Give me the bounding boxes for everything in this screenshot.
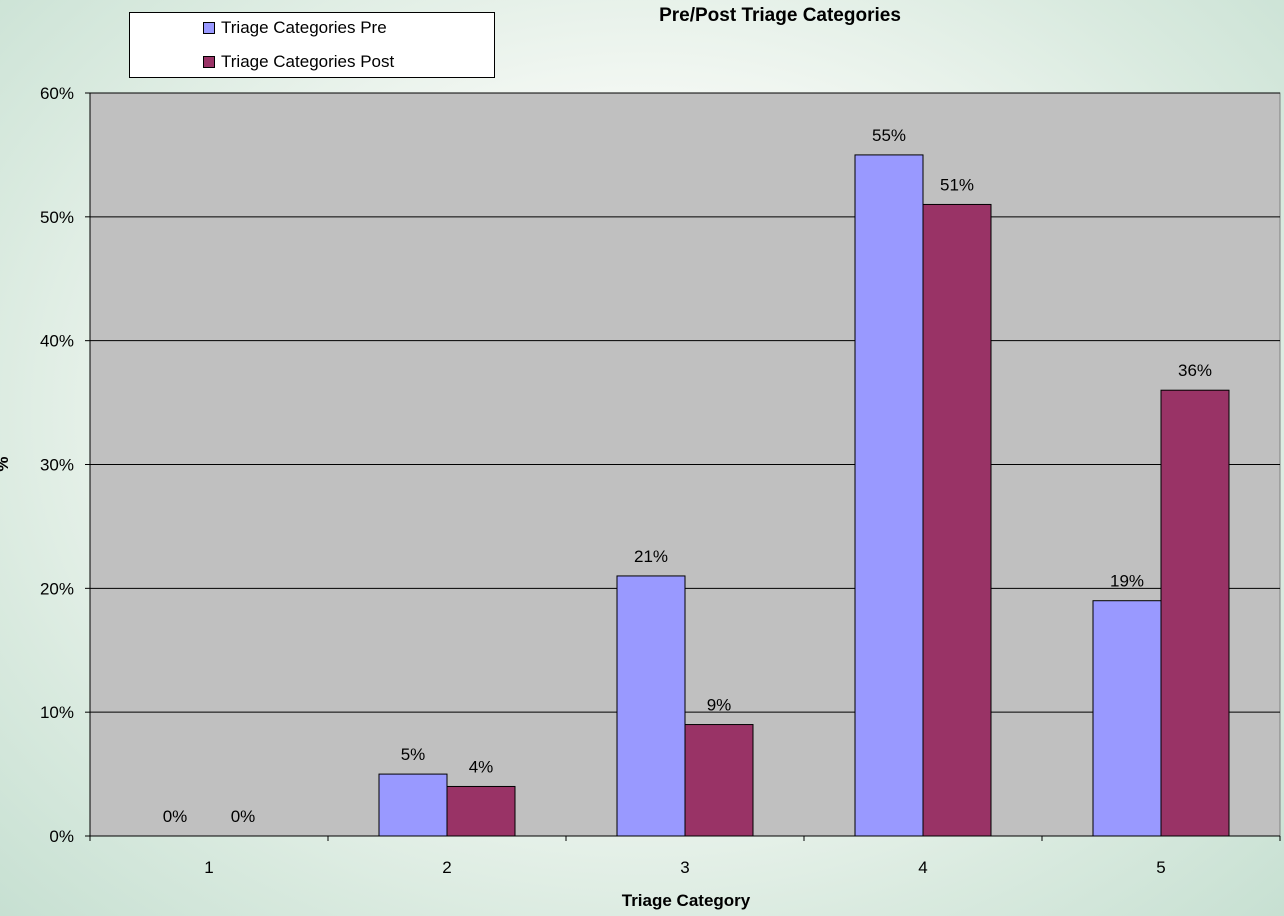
data-label-pre: 55% <box>872 126 906 145</box>
y-tick-label: 20% <box>40 579 74 598</box>
legend-label-pre: Triage Categories Pre <box>221 18 387 37</box>
legend-swatch-pre <box>203 22 215 34</box>
bar-pre <box>854 154 924 837</box>
legend-item-pre: Triage Categories Pre <box>203 18 387 37</box>
y-tick-label: 10% <box>40 703 74 722</box>
data-label-post: 36% <box>1178 361 1212 380</box>
x-tick-label: 2 <box>442 858 451 877</box>
gridlines <box>90 92 1280 713</box>
chart-legend: Triage Categories Pre Triage Categories … <box>129 12 495 78</box>
data-label-pre: 0% <box>163 807 188 826</box>
data-label-pre: 5% <box>401 745 426 764</box>
bar-pre <box>616 575 686 837</box>
data-label-post: 9% <box>707 696 732 715</box>
y-tick-label: 50% <box>40 208 74 227</box>
bar-data-labels: 0% 0% 5% 4% 21% 9% 55% 51% 19% 36% <box>163 126 1212 826</box>
legend-label-post: Triage Categories Post <box>221 52 395 71</box>
bar-post <box>1160 389 1230 837</box>
x-axis-label: Triage Category <box>622 891 751 910</box>
y-axis-label: % <box>0 456 12 471</box>
bar-pre <box>1092 600 1162 837</box>
bar-post <box>446 785 516 837</box>
y-tick-label: 0% <box>49 827 74 846</box>
x-tick-label: 5 <box>1156 858 1165 877</box>
x-axis-ticks: 1 2 3 4 5 <box>89 836 1281 877</box>
x-tick-label: 1 <box>204 858 213 877</box>
data-label-post: 4% <box>469 757 494 776</box>
x-tick-label: 3 <box>680 858 689 877</box>
x-tick-label: 4 <box>918 858 927 877</box>
chart-title: Pre/Post Triage Categories <box>659 5 901 26</box>
y-axis-ticks: 0% 10% 20% 30% 40% 50% 60% <box>40 84 90 846</box>
legend-swatch-post <box>203 56 215 68</box>
y-tick-label: 60% <box>40 84 74 103</box>
data-label-pre: 21% <box>634 547 668 566</box>
bar-post <box>684 724 754 837</box>
data-label-post: 51% <box>940 175 974 194</box>
bar-pre <box>378 773 448 837</box>
legend-item-post: Triage Categories Post <box>203 52 395 71</box>
data-label-pre: 19% <box>1110 572 1144 591</box>
data-label-post: 0% <box>231 807 256 826</box>
bar-post <box>922 203 992 837</box>
y-tick-label: 30% <box>40 456 74 475</box>
bars <box>378 154 1230 837</box>
y-tick-label: 40% <box>40 332 74 351</box>
